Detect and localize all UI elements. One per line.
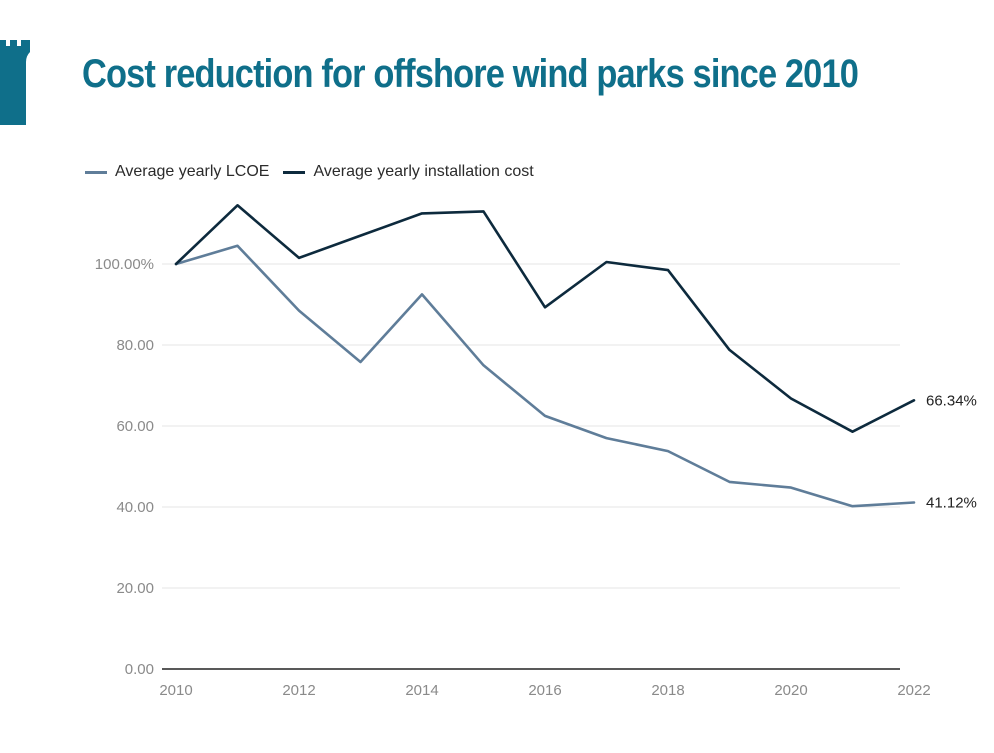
y-tick-label: 80.00: [116, 337, 154, 354]
y-tick-label: 0.00: [125, 661, 154, 678]
series-line-lcoe: [174, 244, 916, 508]
y-tick-label: 60.00: [116, 418, 154, 435]
y-tick-label: 20.00: [116, 580, 154, 597]
series-line-installation-cost: [174, 204, 916, 434]
end-label-lcoe: 41.12%: [926, 494, 977, 511]
legend-label-installation-cost: Average yearly installation cost: [313, 163, 534, 180]
chart-legend: Average yearly LCOE Average yearly insta…: [85, 163, 548, 181]
x-tick-label: 2016: [528, 682, 561, 699]
y-tick-label: 100.00%: [95, 256, 154, 273]
x-tick-label: 2020: [774, 682, 807, 699]
x-tick-label: 2014: [405, 682, 438, 699]
legend-swatch-lcoe: [85, 170, 107, 174]
legend-item-installation-cost: Average yearly installation cost: [283, 163, 534, 181]
x-tick-label: 2018: [651, 682, 684, 699]
x-tick-label: 2012: [282, 682, 315, 699]
x-tick-label: 2022: [897, 682, 930, 699]
page-title: Cost reduction for offshore wind parks s…: [82, 52, 859, 96]
legend-swatch-installation-cost: [283, 170, 306, 174]
end-label-installation-cost: 66.34%: [926, 392, 977, 409]
legend-item-lcoe: Average yearly LCOE: [85, 163, 269, 181]
castle-tower-icon: [0, 40, 30, 125]
legend-label-lcoe: Average yearly LCOE: [115, 163, 270, 180]
x-tick-label: 2010: [159, 682, 192, 699]
y-tick-label: 40.00: [116, 499, 154, 516]
